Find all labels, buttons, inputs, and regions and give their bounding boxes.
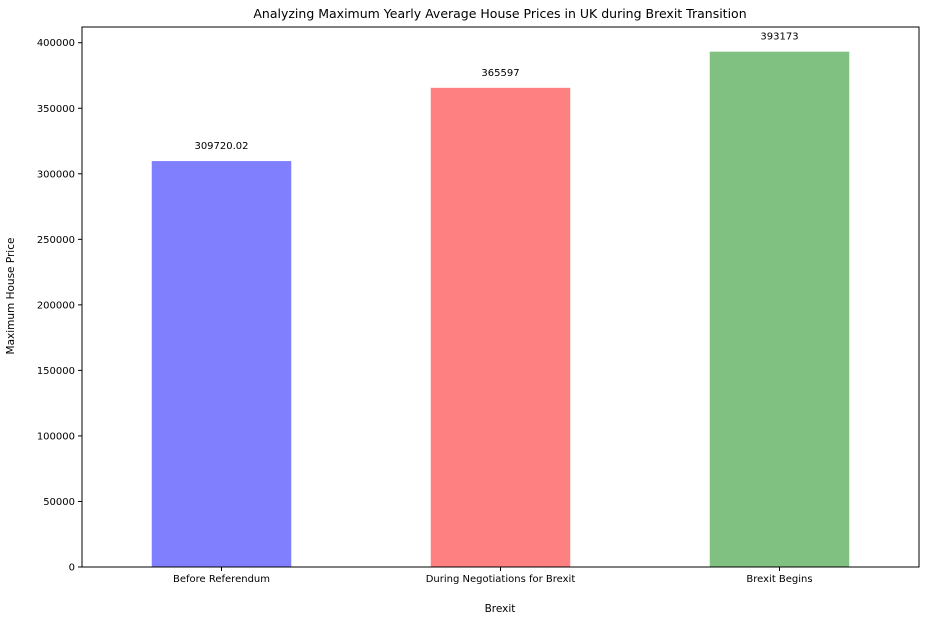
- plot-area: 309720.02 Before Referendum 365597 During N…: [37, 26, 920, 585]
- x-axis-label: Brexit: [485, 603, 516, 615]
- bar-1: [151, 161, 292, 568]
- y-tick-label-3: 100000: [37, 431, 75, 442]
- data-label-1: 309720.02: [194, 141, 248, 152]
- x-tick-label-2: During Negotiations for Brexit: [426, 574, 576, 585]
- data-label-3: 393173: [760, 32, 798, 43]
- y-tick-label-6: 250000: [37, 235, 75, 246]
- y-tick-label-7: 300000: [37, 169, 75, 180]
- x-tick-label-1: Before Referendum: [173, 574, 270, 585]
- plot-frame: [81, 26, 920, 568]
- y-tick-label-4: 150000: [37, 366, 75, 377]
- bar-3: [709, 51, 850, 568]
- y-tick-label-8: 350000: [37, 104, 75, 115]
- chart-title: Analyzing Maximum Yearly Average House P…: [253, 6, 746, 21]
- y-axis-label: Maximum House Price: [5, 238, 17, 355]
- x-tick-label-3: Brexit Begins: [746, 574, 812, 585]
- y-tick-label-1: 0: [69, 563, 75, 574]
- bar-2: [430, 87, 571, 568]
- y-tick-label-5: 200000: [37, 300, 75, 311]
- y-tick-label-9: 400000: [37, 38, 75, 49]
- y-tick-label-2: 50000: [43, 497, 75, 508]
- data-label-2: 365597: [481, 68, 519, 79]
